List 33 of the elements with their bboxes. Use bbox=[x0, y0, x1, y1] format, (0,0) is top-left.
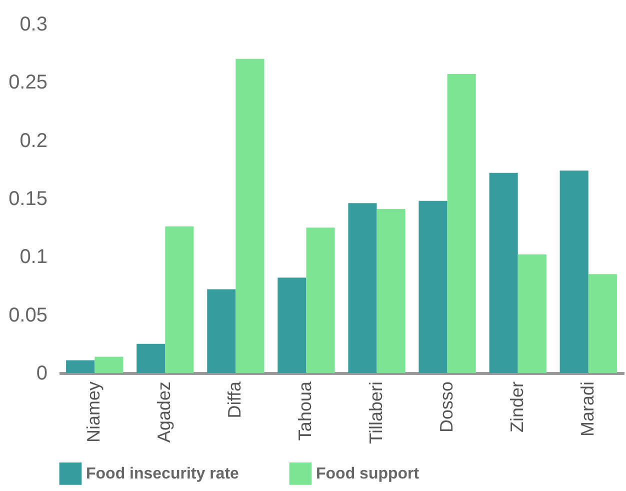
bar bbox=[66, 360, 95, 373]
x-tick-label: Maradi bbox=[577, 382, 598, 437]
bar bbox=[236, 58, 264, 373]
y-tick-label: 0.3 bbox=[20, 14, 48, 36]
bar bbox=[418, 200, 448, 373]
x-tick-label: Dosso bbox=[436, 382, 456, 433]
x-tick-label: Zinder bbox=[506, 382, 527, 433]
x-tick-label: Tahoua bbox=[295, 380, 316, 441]
x-tick-label: Agadez bbox=[154, 382, 174, 443]
bar bbox=[489, 172, 518, 373]
x-tick-label: Diffa bbox=[224, 380, 245, 418]
bar bbox=[165, 226, 194, 373]
y-tick-label: 0.05 bbox=[8, 304, 48, 326]
y-tick-label: 0.15 bbox=[8, 188, 48, 210]
x-tick-label: Tillaberi bbox=[366, 382, 386, 444]
legend-label: Food support bbox=[316, 466, 420, 483]
bar bbox=[376, 208, 406, 373]
y-tick-label: 0.25 bbox=[8, 72, 48, 94]
legend-label: Food insecurity rate bbox=[86, 466, 240, 483]
x-tick-label: Niamey bbox=[84, 382, 104, 443]
y-tick-label: 0.1 bbox=[20, 246, 48, 268]
bar bbox=[348, 203, 377, 373]
y-tick-label: 0.2 bbox=[20, 130, 48, 152]
bar bbox=[94, 356, 124, 373]
bar bbox=[588, 274, 617, 373]
bar bbox=[447, 74, 476, 373]
bar bbox=[560, 170, 588, 373]
bar bbox=[518, 254, 546, 373]
bar bbox=[306, 228, 335, 373]
bar bbox=[136, 344, 166, 373]
y-tick-label: 0 bbox=[36, 362, 48, 384]
bar bbox=[278, 278, 306, 373]
bar bbox=[207, 289, 236, 373]
